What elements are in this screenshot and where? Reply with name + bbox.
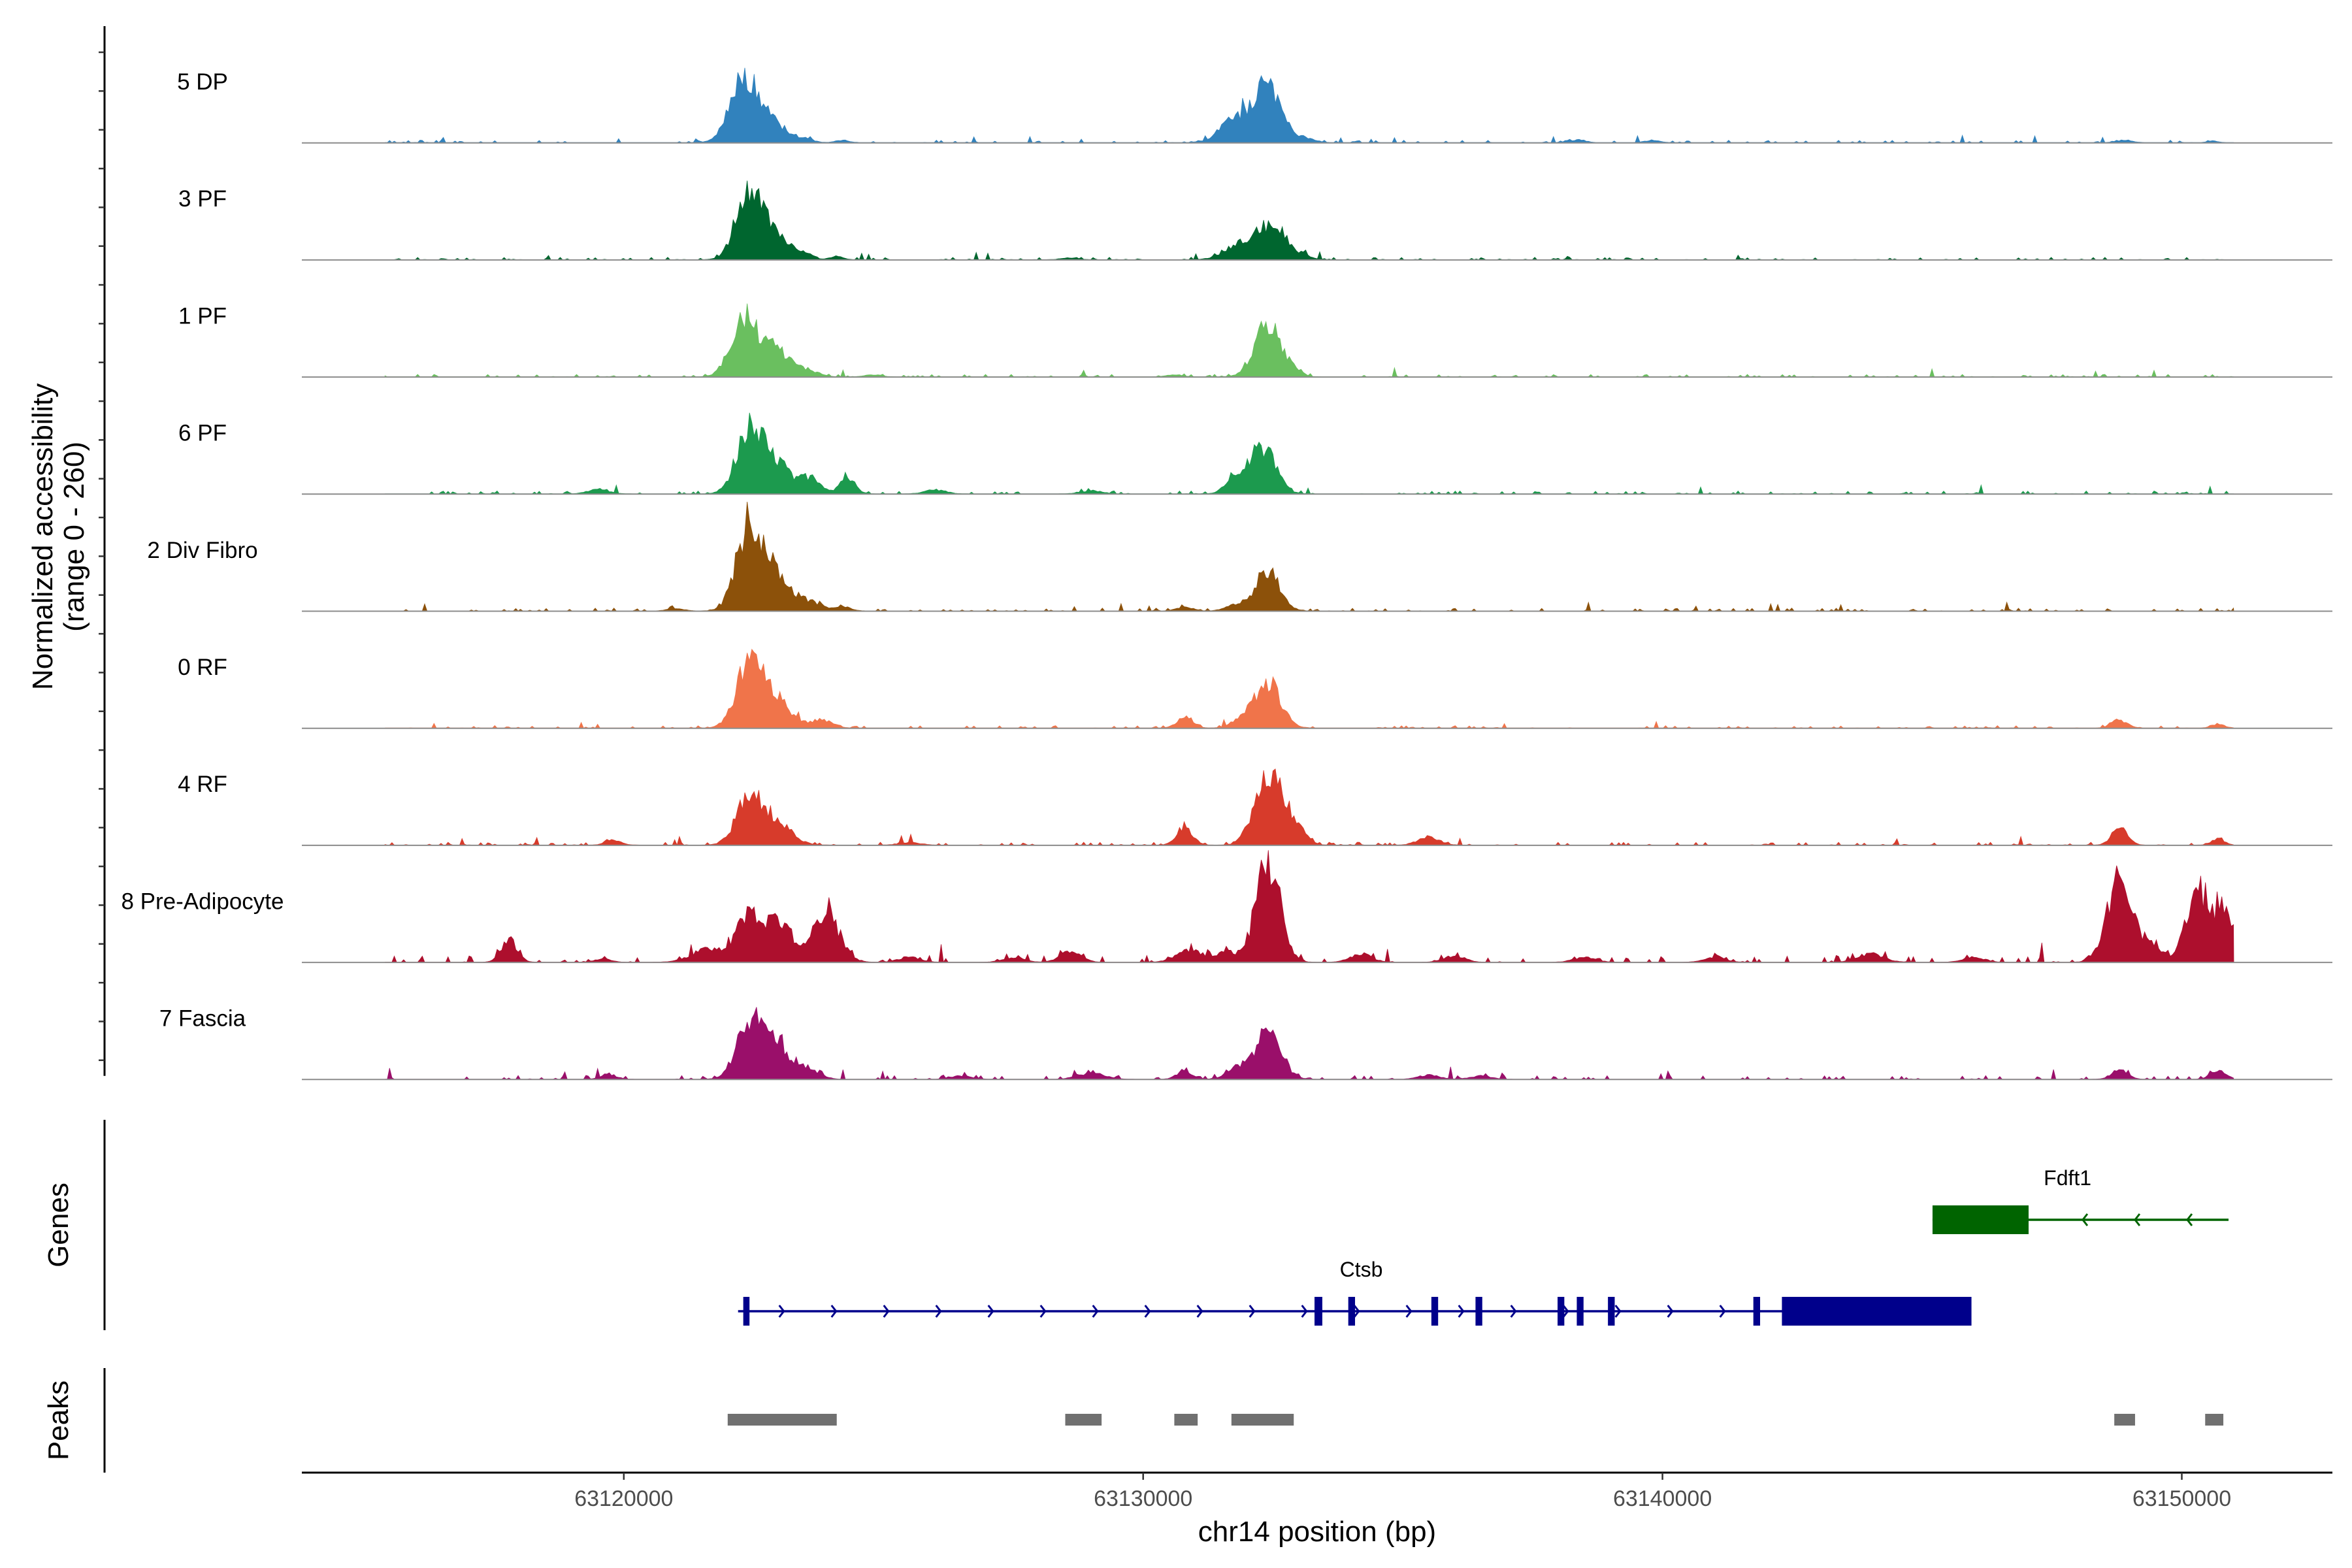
peak-region	[1174, 1414, 1198, 1426]
coverage-y-axis-title: Normalized accessibility(range 0 - 260)	[27, 384, 90, 690]
gene-strand-arrow	[1249, 1305, 1256, 1318]
gene-strand-arrow	[1719, 1305, 1726, 1318]
coverage-track: 7 Fascia	[159, 1006, 2332, 1081]
coverage-track: 2 Div Fibro	[147, 502, 2332, 612]
peaks-panel: Peaks	[42, 1368, 2224, 1473]
coverage-track: 4 RF	[178, 768, 2332, 846]
x-axis: 63120000 63130000 63140000 63150000	[302, 1471, 2332, 1511]
gene-exon	[1475, 1297, 1482, 1326]
gene-exon	[1315, 1297, 1322, 1326]
gene-strand-arrow	[1667, 1305, 1674, 1318]
gene-strand-arrow	[987, 1305, 994, 1318]
track-label: 1 PF	[178, 303, 227, 329]
gene-strand-arrow	[935, 1305, 942, 1318]
track-label: 7 Fascia	[159, 1006, 246, 1032]
track-label: 2 Div Fibro	[147, 538, 257, 563]
coverage-track: 5 DP	[177, 67, 2332, 144]
gene-strand-arrow	[1562, 1305, 1569, 1318]
coverage-track: 1 PF	[178, 303, 2332, 378]
peak-region	[1231, 1414, 1294, 1426]
track-label: 5 DP	[177, 69, 228, 95]
coverage-track: 3 PF	[178, 180, 2332, 261]
gene-model: Ctsb	[738, 1258, 1972, 1326]
gene-exon	[1348, 1297, 1356, 1326]
track-label: 3 PF	[178, 186, 227, 212]
x-axis-title: chr14 position (bp)	[1198, 1516, 1436, 1548]
gene-label: Fdft1	[2044, 1166, 2091, 1190]
gene-strand-arrow	[778, 1305, 785, 1318]
gene-strand-arrow	[1614, 1305, 1622, 1318]
gene-strand-arrow	[1301, 1305, 1308, 1318]
gene-strand-arrow	[2134, 1213, 2141, 1226]
coverage-y-axis-title-line: (range 0 - 260)	[58, 442, 90, 632]
gene-strand-arrow	[1353, 1305, 1360, 1318]
gene-label: Ctsb	[1340, 1258, 1383, 1281]
gene-strand-arrow	[1510, 1305, 1517, 1318]
genes-panel: Genes Ctsb Fdft1	[42, 1120, 2229, 1330]
coverage-track: 8 Pre-Adipocyte	[121, 850, 2332, 964]
coverage-panel: Normalized accessibility(range 0 - 260) 5…	[27, 26, 2332, 1081]
gene-exon	[1558, 1297, 1565, 1326]
gene-exon	[1608, 1297, 1615, 1326]
gene-exon	[743, 1297, 750, 1326]
gene-exon	[1753, 1297, 1761, 1326]
track-label: 4 RF	[178, 772, 227, 797]
peak-region	[2114, 1414, 2135, 1426]
gene-strand-arrow	[1144, 1305, 1151, 1318]
coverage-track: 6 PF	[178, 412, 2332, 495]
gene-strand-arrow	[1092, 1305, 1099, 1318]
gene-strand-arrow	[1405, 1305, 1413, 1318]
x-axis-tick-label: 63150000	[2132, 1486, 2231, 1511]
x-axis-tick-label: 63140000	[1613, 1486, 1712, 1511]
track-label: 8 Pre-Adipocyte	[121, 889, 284, 914]
track-label: 6 PF	[178, 421, 227, 446]
x-axis-tick-label: 63130000	[1094, 1486, 1192, 1511]
gene-exon	[1932, 1205, 2029, 1234]
track-signal-area	[385, 67, 2234, 143]
peak-region	[727, 1414, 837, 1426]
gene-strand-arrow	[2186, 1213, 2193, 1226]
gene-strand-arrow	[1039, 1305, 1047, 1318]
genes-panel-title: Genes	[42, 1183, 74, 1267]
gene-strand-arrow	[830, 1305, 838, 1318]
peak-region	[1065, 1414, 1102, 1426]
gene-strand-arrow	[883, 1305, 890, 1318]
track-label: 0 RF	[178, 655, 227, 680]
gene-exon	[1782, 1297, 1972, 1326]
x-axis-tick-label: 63120000	[574, 1486, 673, 1511]
coverage-track: 0 RF	[178, 648, 2332, 729]
gene-model: Fdft1	[1932, 1166, 2229, 1234]
peak-region	[2205, 1414, 2224, 1426]
gene-exon	[1576, 1297, 1584, 1326]
gene-strand-arrow	[2082, 1213, 2089, 1226]
coverage-y-axis-title-line: Normalized accessibility	[27, 384, 59, 690]
gene-strand-arrow	[1196, 1305, 1203, 1318]
gene-strand-arrow	[1458, 1305, 1465, 1318]
peaks-panel-title: Peaks	[42, 1380, 74, 1460]
gene-exon	[1431, 1297, 1439, 1326]
